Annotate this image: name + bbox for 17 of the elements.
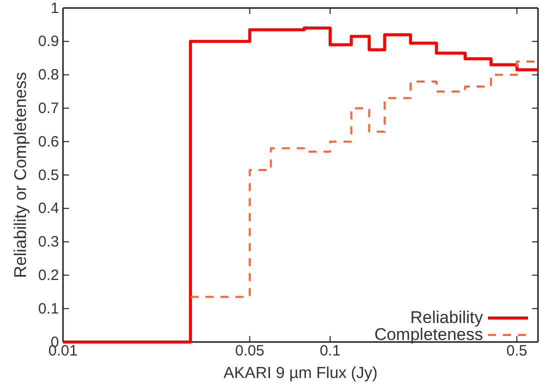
- legend-label: Reliability: [410, 308, 484, 327]
- y-tick-label: 0.3: [38, 234, 59, 251]
- y-tick-label: 0.8: [38, 66, 59, 84]
- y-tick-label: 0.2: [38, 267, 59, 284]
- x-tick-label: 0.05: [235, 342, 264, 360]
- y-tick-label: 0.1: [38, 300, 59, 318]
- y-tick-label: 0.6: [38, 133, 59, 150]
- legend-label: Completeness: [374, 325, 483, 344]
- y-tick-label: 0.7: [38, 100, 59, 117]
- x-axis-title: AKARI 9 µm Flux (Jy): [223, 365, 378, 382]
- y-axis-title: Reliability or Completeness: [11, 72, 30, 278]
- x-tick-label: 0.5: [506, 342, 528, 360]
- y-tick-label: 1: [50, 0, 59, 17]
- y-tick-label: 0.9: [38, 33, 59, 50]
- y-tick-label: 0.5: [38, 166, 59, 184]
- x-tick-label: 0.1: [320, 342, 341, 360]
- y-tick-label: 0.4: [38, 200, 59, 218]
